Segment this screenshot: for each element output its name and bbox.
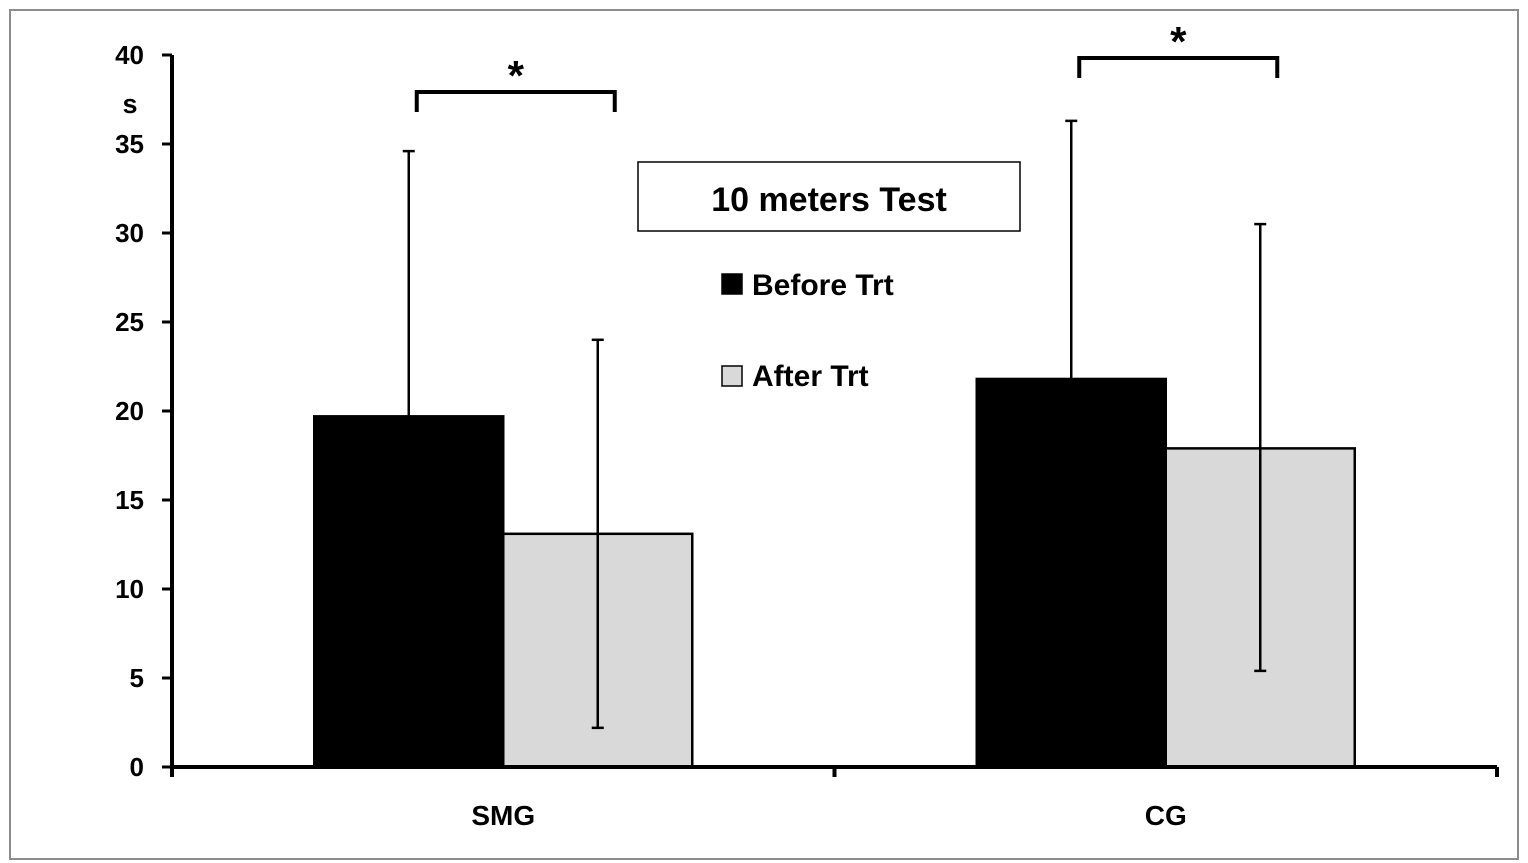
significance-bracket-smg: [414, 90, 617, 112]
y-tick-label-25: 25: [115, 307, 144, 337]
legend: Before Trt After Trt: [721, 269, 894, 393]
y-tick-label-0: 0: [130, 752, 144, 782]
significance-star-smg: *: [508, 52, 525, 99]
y-tick-label-35: 35: [115, 129, 144, 159]
y-tick-label-10: 10: [115, 574, 144, 604]
y-tick-labels: 0 5 10 15 20 25 30 35 40: [115, 40, 144, 782]
error-bars-layer: [402, 119, 1267, 730]
y-tick-label-40: 40: [115, 40, 144, 70]
y-axis-label: s: [122, 89, 137, 119]
chart-title: 10 meters Test: [711, 181, 947, 219]
y-tick-label-30: 30: [115, 218, 144, 248]
significance-star-cg: *: [1170, 18, 1187, 65]
category-label-cg: CG: [1145, 800, 1187, 831]
category-label-smg: SMG: [471, 800, 535, 831]
significance-bracket-cg: [1077, 56, 1280, 78]
y-tick-label-15: 15: [115, 485, 144, 515]
title-box: [637, 161, 1021, 232]
axes-layer: [162, 53, 1499, 777]
legend-swatch-after: [721, 365, 743, 387]
legend-label-after: After Trt: [752, 360, 869, 393]
bar-smg-0: [313, 415, 505, 769]
x-category-labels: SMG CG: [471, 800, 1186, 831]
bar-cg-0: [975, 377, 1167, 769]
legend-swatch-before: [721, 273, 743, 295]
y-tick-label-5: 5: [130, 663, 144, 693]
legend-label-before: Before Trt: [752, 269, 894, 302]
significance-brackets: **: [414, 18, 1280, 112]
y-tick-label-20: 20: [115, 396, 144, 426]
